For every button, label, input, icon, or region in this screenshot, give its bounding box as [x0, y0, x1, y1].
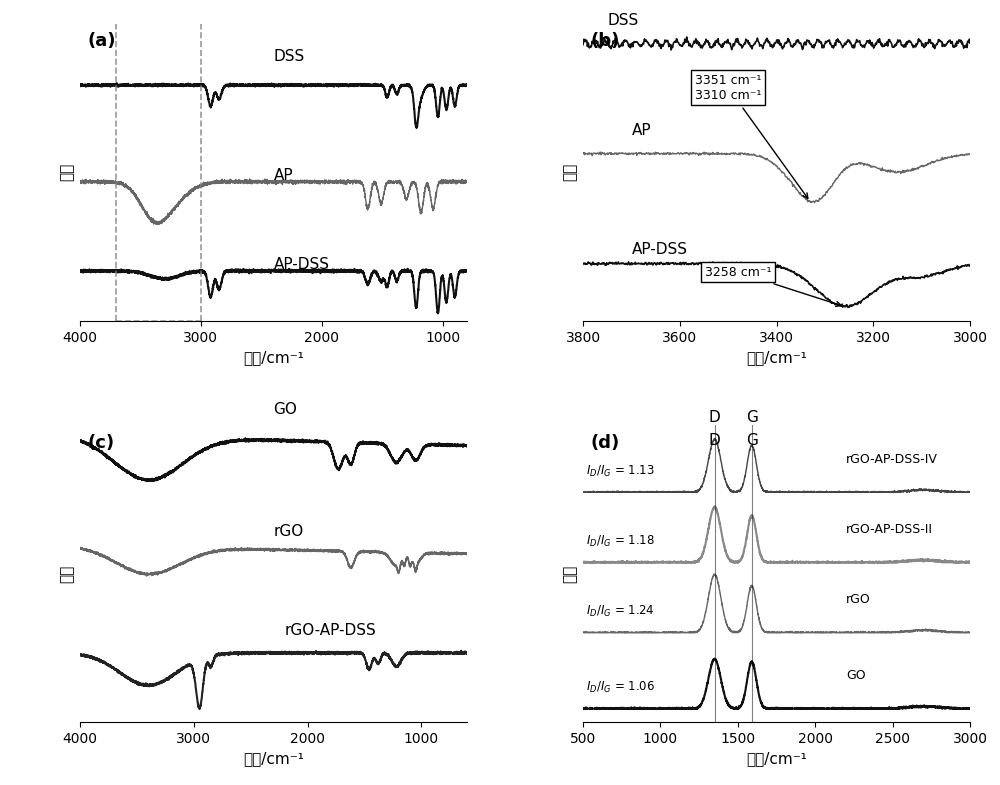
Text: (b): (b): [591, 32, 620, 50]
Text: AP: AP: [631, 123, 651, 138]
Y-axis label: 强度: 强度: [59, 564, 74, 582]
X-axis label: 波数/cm⁻¹: 波数/cm⁻¹: [243, 350, 304, 365]
Text: G: G: [746, 433, 758, 448]
Text: 3258 cm⁻¹: 3258 cm⁻¹: [705, 266, 841, 306]
Text: $I_D$/$I_G$ = 1.24: $I_D$/$I_G$ = 1.24: [586, 604, 655, 619]
Y-axis label: 强度: 强度: [562, 163, 577, 181]
Text: AP-DSS: AP-DSS: [631, 242, 687, 257]
Text: D: D: [709, 410, 720, 425]
Text: D: D: [709, 433, 720, 448]
Text: $I_D$/$I_G$ = 1.13: $I_D$/$I_G$ = 1.13: [586, 464, 655, 479]
Y-axis label: 强度: 强度: [562, 564, 577, 582]
Text: GO: GO: [846, 670, 866, 682]
Text: AP: AP: [273, 168, 293, 183]
Text: (a): (a): [88, 32, 116, 50]
Text: G: G: [746, 410, 758, 425]
Text: rGO: rGO: [846, 593, 871, 606]
Text: (c): (c): [88, 434, 115, 452]
Y-axis label: 强度: 强度: [59, 163, 74, 181]
X-axis label: 波数/cm⁻¹: 波数/cm⁻¹: [243, 751, 304, 766]
Text: AP-DSS: AP-DSS: [273, 257, 329, 272]
Text: $I_D$/$I_G$ = 1.06: $I_D$/$I_G$ = 1.06: [586, 680, 655, 696]
Text: DSS: DSS: [607, 13, 638, 28]
Text: rGO: rGO: [273, 524, 304, 539]
Text: rGO-AP-DSS-II: rGO-AP-DSS-II: [846, 523, 933, 536]
X-axis label: 波数/cm⁻¹: 波数/cm⁻¹: [746, 350, 807, 365]
Text: DSS: DSS: [273, 49, 305, 64]
Text: rGO-AP-DSS: rGO-AP-DSS: [285, 623, 377, 638]
Text: GO: GO: [273, 402, 297, 417]
Text: $I_D$/$I_G$ = 1.18: $I_D$/$I_G$ = 1.18: [586, 534, 655, 549]
Text: rGO-AP-DSS-IV: rGO-AP-DSS-IV: [846, 453, 938, 466]
X-axis label: 波数/cm⁻¹: 波数/cm⁻¹: [746, 751, 807, 766]
Text: 3351 cm⁻¹
3310 cm⁻¹: 3351 cm⁻¹ 3310 cm⁻¹: [695, 74, 808, 199]
Text: (d): (d): [591, 434, 620, 452]
